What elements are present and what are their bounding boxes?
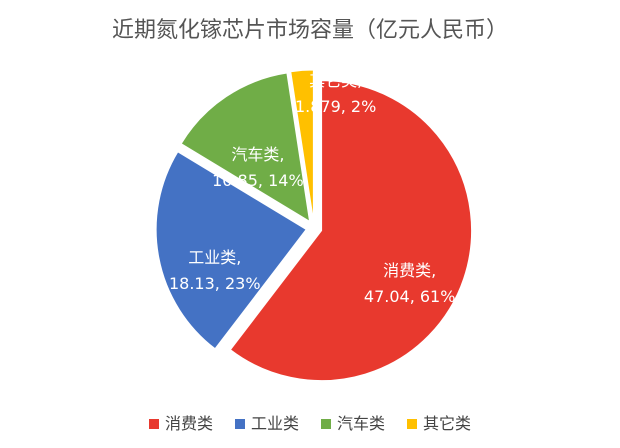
legend-swatch [234,419,245,429]
chart-title: 近期氮化镓芯片市场容量（亿元人民币） [111,18,508,43]
legend-swatch [407,419,418,429]
legend-label: 其它类 [423,414,472,433]
legend-item: 消费类 [148,410,213,434]
pie-slice [155,151,307,350]
data-label: 消费类, 47.04, 61% [363,261,456,307]
legend-label: 工业类 [250,414,299,433]
legend-label: 汽车类 [337,414,386,433]
legend-item: 其它类 [407,410,471,434]
legend-label: 消费类 [164,414,213,433]
legend-swatch [321,419,331,429]
data-label: 工业类, 18.13, 23% [168,247,261,293]
pie-slice [180,72,311,223]
pie-slice [229,80,473,382]
pie-slice [290,69,314,221]
legend-item: 工业类 [234,410,299,434]
legend-item: 汽车类 [321,410,385,434]
data-label: 汽车类, 10.85, 14% [212,145,304,191]
data-label: 其它类, 1.879, 2% [294,71,377,117]
legend-swatch [148,419,159,429]
legend: 消费类 工业类 汽车类 其它类 [0,410,620,434]
